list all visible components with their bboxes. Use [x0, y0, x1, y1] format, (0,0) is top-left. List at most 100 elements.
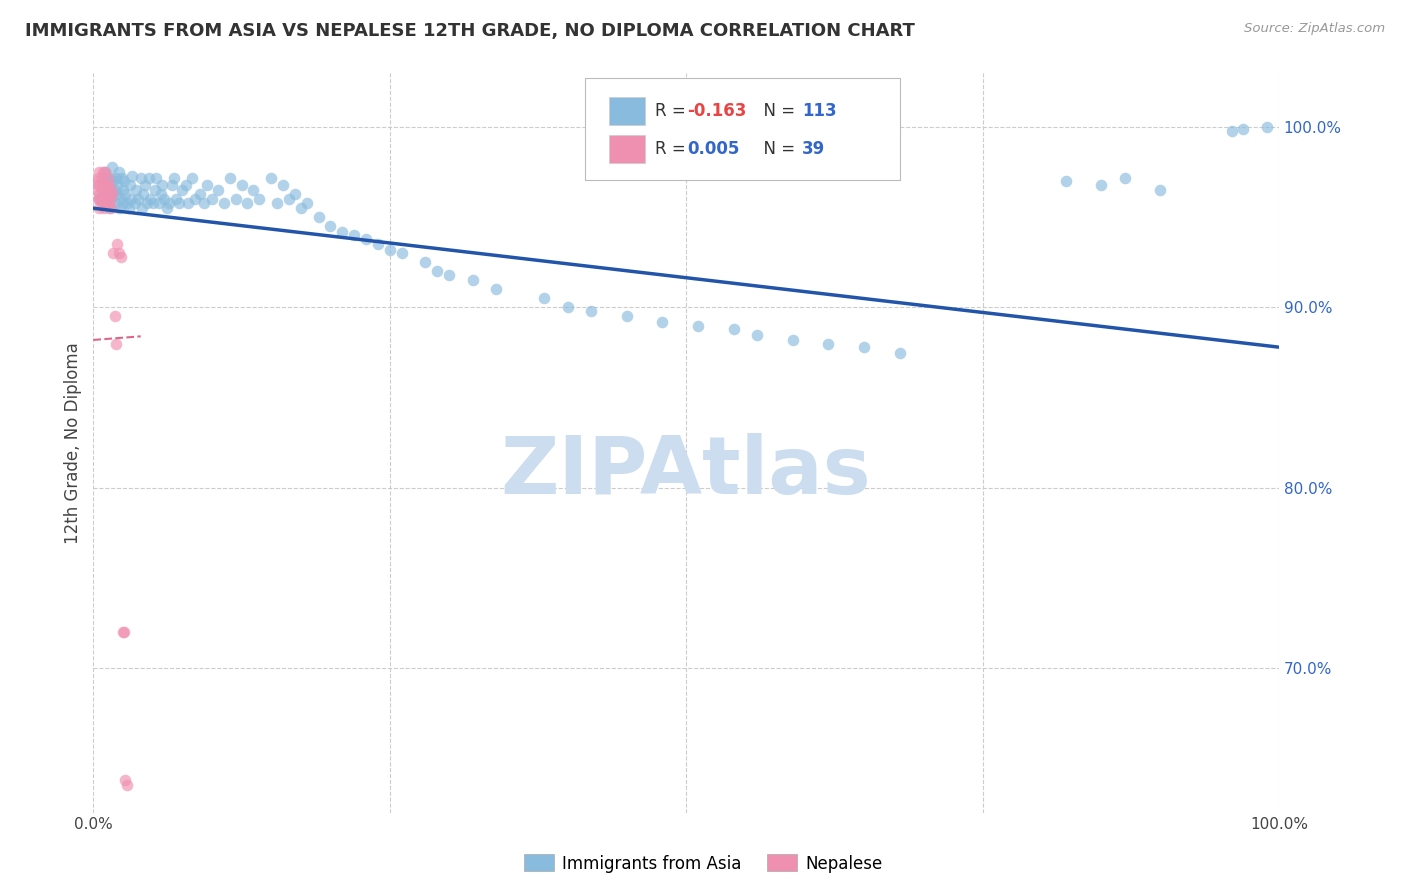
Text: Source: ZipAtlas.com: Source: ZipAtlas.com [1244, 22, 1385, 36]
Point [129, 170, 152, 185]
Point [94, 195, 117, 210]
Point [97, 201, 120, 215]
Point [207, 183, 229, 197]
Point [125, 183, 148, 197]
Point [747, 327, 769, 342]
Point [97, 178, 120, 192]
Point [96, 178, 118, 192]
Point [112, 174, 135, 188]
Point [86, 183, 108, 197]
Point [131, 201, 153, 215]
Point [104, 183, 127, 197]
Point [94, 192, 117, 206]
Point [817, 336, 839, 351]
Point [201, 192, 224, 206]
Point [110, 192, 132, 206]
Point [852, 340, 875, 354]
Point [89, 201, 111, 215]
Point [101, 186, 124, 201]
Point [108, 165, 131, 179]
Text: 113: 113 [803, 102, 837, 120]
Point [89, 165, 111, 179]
Point [100, 183, 122, 197]
Point [163, 170, 186, 185]
Point [426, 264, 449, 278]
Point [120, 192, 142, 206]
Point [616, 310, 638, 324]
Point [101, 185, 124, 199]
Point [148, 195, 170, 210]
Point [271, 178, 294, 192]
Point [115, 195, 138, 210]
Text: R =: R = [655, 102, 692, 120]
Legend: Immigrants from Asia, Nepalese: Immigrants from Asia, Nepalese [517, 847, 889, 880]
Point [180, 170, 202, 185]
Point [1054, 174, 1077, 188]
Point [121, 169, 143, 183]
Point [184, 192, 207, 206]
Point [114, 773, 136, 788]
Point [100, 192, 122, 206]
Point [378, 243, 401, 257]
Point [153, 192, 176, 206]
Point [212, 195, 235, 210]
Point [107, 178, 129, 192]
Point [177, 195, 200, 210]
Bar [609, 135, 644, 163]
Point [103, 246, 125, 260]
Point [98, 179, 121, 194]
Text: 0.005: 0.005 [688, 140, 740, 158]
Point [1220, 124, 1243, 138]
Point [195, 178, 218, 192]
Point [651, 315, 673, 329]
Point [150, 178, 173, 192]
Point [87, 170, 110, 185]
Point [218, 170, 240, 185]
Text: N =: N = [752, 140, 800, 158]
Point [93, 178, 115, 192]
Point [87, 178, 110, 192]
Point [101, 160, 124, 174]
Point [89, 192, 111, 206]
Point [290, 201, 312, 215]
Point [167, 195, 190, 210]
Point [343, 228, 366, 243]
Point [1232, 122, 1254, 136]
Point [104, 170, 127, 185]
Point [93, 170, 115, 185]
Point [142, 195, 165, 210]
Point [149, 186, 172, 201]
Point [686, 318, 709, 333]
Point [124, 195, 146, 210]
Point [461, 273, 484, 287]
Point [157, 195, 180, 210]
Point [308, 211, 330, 225]
Point [143, 183, 166, 197]
Point [96, 186, 118, 201]
Point [132, 186, 155, 201]
Point [247, 192, 270, 206]
Point [319, 219, 342, 234]
Point [225, 192, 247, 206]
Point [174, 178, 197, 192]
Point [87, 192, 110, 206]
Point [139, 192, 162, 206]
Point [100, 170, 122, 185]
Point [284, 186, 307, 201]
Point [111, 170, 134, 185]
Point [889, 345, 911, 359]
Point [94, 165, 117, 179]
Point [367, 237, 389, 252]
Point [557, 301, 579, 315]
Point [782, 333, 804, 347]
Point [242, 183, 264, 197]
Text: N =: N = [752, 102, 800, 120]
Point [91, 183, 114, 197]
Point [172, 183, 194, 197]
Point [104, 336, 127, 351]
Point [135, 195, 157, 210]
Point [485, 282, 508, 296]
Point [96, 170, 118, 185]
Bar [609, 96, 644, 125]
Point [156, 201, 179, 215]
